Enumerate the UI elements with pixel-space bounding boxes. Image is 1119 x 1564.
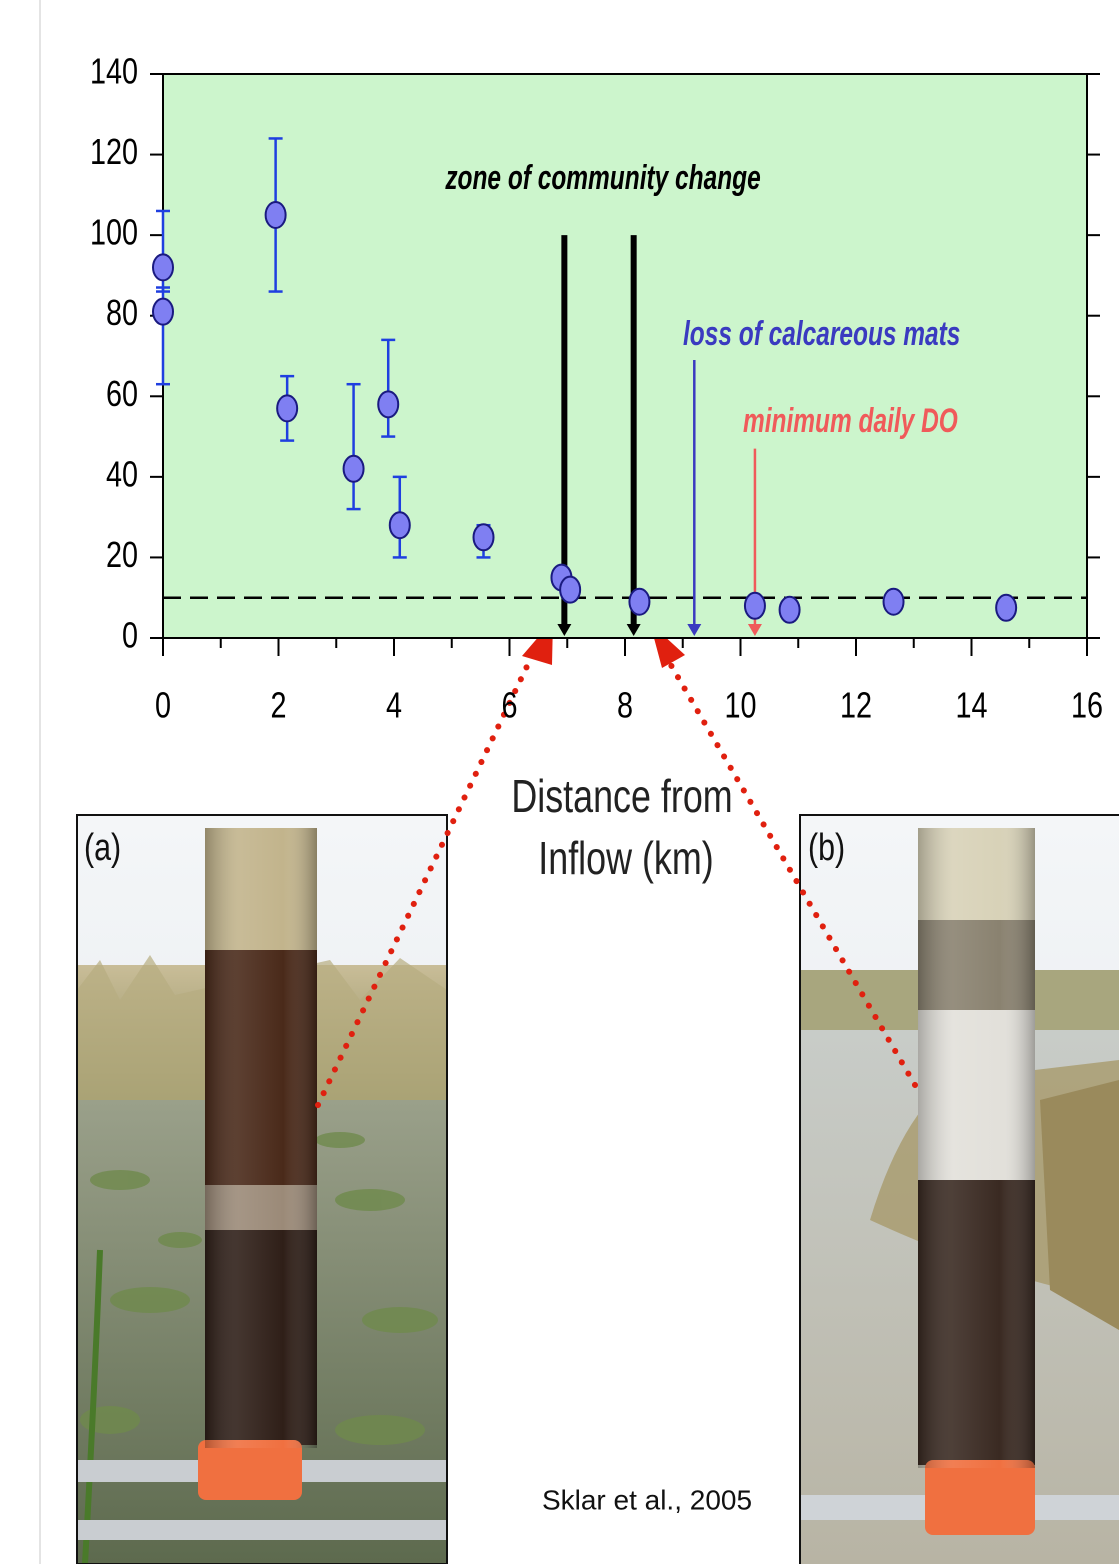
data-point (629, 589, 649, 615)
panel-label: (b) (808, 827, 845, 869)
data-point (378, 391, 398, 417)
x-tick-label: 6 (501, 684, 517, 725)
x-tick-label: 10 (724, 684, 756, 725)
x-tick-label: 8 (617, 684, 633, 725)
x-tick-label: 0 (155, 684, 171, 725)
y-tick-label: 100 (90, 212, 138, 253)
data-point (266, 202, 286, 228)
data-point (153, 254, 173, 280)
annotation-text: zone of community change (444, 159, 760, 197)
data-point (996, 595, 1016, 621)
y-tick-label: 80 (106, 292, 138, 333)
annotation-text: minimum daily DO (743, 402, 958, 440)
y-tick-label: 140 (90, 50, 138, 91)
data-point (277, 395, 297, 421)
annotation-text: loss of calcareous mats (683, 315, 960, 353)
x-tick-label: 2 (270, 684, 286, 725)
x-tick-label: 16 (1071, 684, 1103, 725)
x-axis-label: Distance from (511, 771, 732, 822)
x-tick-label: 14 (955, 684, 987, 725)
panel-label: (a) (84, 827, 121, 869)
data-point (390, 512, 410, 538)
y-tick-label: 120 (90, 131, 138, 172)
data-point (884, 589, 904, 615)
y-tick-label: 0 (122, 614, 138, 655)
y-tick-label: 40 (106, 453, 138, 494)
x-tick-label: 12 (840, 684, 872, 725)
photo-b (800, 815, 1119, 1564)
photo-a (77, 815, 447, 1564)
data-point (344, 456, 364, 482)
figure: 0 20 40 60 80 100 120 140 0 2 4 6 8 10 12 14 16 zone of c… (0, 0, 1119, 1564)
data-point (745, 593, 765, 619)
data-point (780, 597, 800, 623)
citation: Sklar et al., 2005 (542, 1484, 752, 1515)
y-tick-label: 60 (106, 373, 138, 414)
x-tick-label: 4 (386, 684, 402, 725)
data-point (560, 577, 580, 603)
data-point (474, 524, 494, 550)
data-point (153, 299, 173, 325)
y-tick-label: 20 (106, 534, 138, 575)
x-axis-label: Inflow (km) (538, 833, 713, 884)
page: {"chart_data": {"type": "scatter", "x": … (0, 0, 1119, 1564)
